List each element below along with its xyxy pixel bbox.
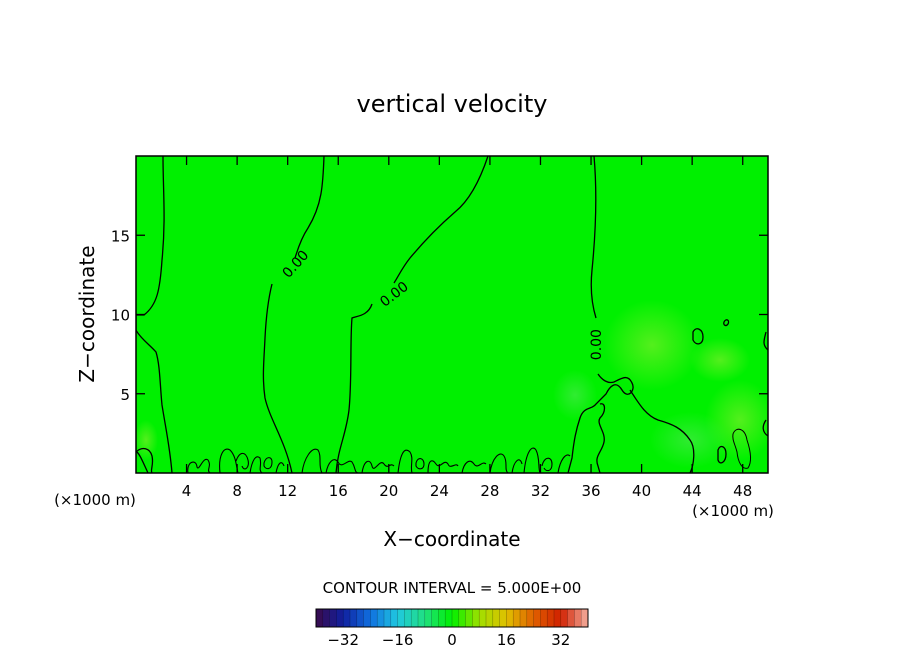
x-tick-label: 44 xyxy=(683,482,702,500)
x-tick-label: 40 xyxy=(632,482,651,500)
field-patch xyxy=(136,420,158,460)
colorbar-swatch xyxy=(356,609,364,627)
colorbar-swatch xyxy=(472,609,480,627)
colorbar-swatch xyxy=(418,609,426,627)
x-tick-label: 16 xyxy=(329,482,348,500)
colorbar-swatch xyxy=(499,609,507,627)
x-tick-label: 32 xyxy=(531,482,550,500)
colorbar-swatch xyxy=(336,609,344,627)
colorbar-swatch xyxy=(322,609,330,627)
field-patch xyxy=(690,338,750,382)
contour-line xyxy=(335,156,489,473)
x-tick-label: 20 xyxy=(379,482,398,500)
colorbar-swatch xyxy=(492,609,500,627)
x-tick-label: 24 xyxy=(430,482,449,500)
x-tick-label: 4 xyxy=(182,482,192,500)
colorbar xyxy=(315,608,589,628)
colorbar-swatch xyxy=(424,609,432,627)
contour-line xyxy=(629,389,695,473)
colorbar-swatch xyxy=(513,609,521,627)
contour-line xyxy=(717,445,727,464)
x-axis-label: X−coordinate xyxy=(383,527,520,551)
colorbar-ticks: −32 −16 0 16 32 xyxy=(327,631,570,649)
colorbar-tick-label: 16 xyxy=(497,631,516,649)
colorbar-swatch xyxy=(370,609,378,627)
colorbar-tick-label: 0 xyxy=(447,631,457,649)
contour-line xyxy=(763,331,768,351)
colorbar-swatch xyxy=(363,609,371,627)
colorbar-swatch xyxy=(377,609,385,627)
y-tick-label: 5 xyxy=(120,386,130,404)
colorbar-frame xyxy=(315,608,589,628)
colorbar-swatch xyxy=(506,609,514,627)
contour-line xyxy=(762,419,768,437)
colorbar-swatch xyxy=(581,609,589,627)
x-tick-label: 12 xyxy=(278,482,297,500)
contour-line xyxy=(567,156,634,473)
colorbar-swatch xyxy=(350,609,358,627)
chart-title: vertical velocity xyxy=(357,90,548,118)
colorbar-swatch xyxy=(343,609,351,627)
contour-line xyxy=(136,447,154,473)
colorbar-tick-label: −16 xyxy=(382,631,414,649)
colorbar-swatch xyxy=(316,609,324,627)
surface-contours xyxy=(187,447,571,473)
x-tick-label: 48 xyxy=(733,482,752,500)
y-tick-label: 10 xyxy=(111,307,130,325)
colorbar-swatch xyxy=(390,609,398,627)
contour-line xyxy=(596,403,606,473)
field-patch xyxy=(604,300,700,390)
colorbar-tick-label: −32 xyxy=(327,631,359,649)
colorbar-swatch xyxy=(526,609,534,627)
x-ticks: 4 8 12 16 20 24 28 32 36 40 44 48 xyxy=(182,156,752,500)
y-ticks: 5 10 15 xyxy=(111,227,768,404)
colorbar-tick-label: 32 xyxy=(551,631,570,649)
colorbar-swatch xyxy=(554,609,562,627)
contour-line xyxy=(136,156,173,473)
x-unit-right: (×1000 m) xyxy=(692,502,774,520)
colorbar-swatch xyxy=(520,609,528,627)
colorbar-swatch xyxy=(431,609,439,627)
x-unit-left: (×1000 m) xyxy=(54,491,136,509)
colorbar-swatch xyxy=(458,609,466,627)
colorbar-swatch xyxy=(438,609,446,627)
colorbar-swatch xyxy=(486,609,494,627)
contour-line xyxy=(723,319,730,327)
zero-contours xyxy=(136,156,768,473)
colorbar-swatch xyxy=(404,609,412,627)
colorbar-swatch xyxy=(411,609,419,627)
y-axis-label: Z−coordinate xyxy=(75,245,99,382)
colorbar-swatch xyxy=(560,609,568,627)
contour-line xyxy=(136,451,149,473)
contour-label: 0.00 xyxy=(589,329,605,360)
colorbar-swatch xyxy=(567,609,575,627)
contour-line xyxy=(262,156,325,473)
colorbar-swatch xyxy=(465,609,473,627)
contour-line xyxy=(732,428,751,469)
colorbar-swatch xyxy=(533,609,541,627)
x-tick-label: 36 xyxy=(581,482,600,500)
y-tick-label: 15 xyxy=(111,227,130,245)
colorbar-swatch xyxy=(445,609,453,627)
field-patch xyxy=(553,370,597,420)
colorbar-swatch xyxy=(574,609,582,627)
colorbar-swatch xyxy=(452,609,460,627)
x-tick-label: 8 xyxy=(232,482,242,500)
contour-interval-text: CONTOUR INTERVAL = 5.000E+00 xyxy=(323,579,582,597)
colorbar-swatch xyxy=(384,609,392,627)
colorbar-swatch xyxy=(547,609,555,627)
colorbar-swatch xyxy=(329,609,337,627)
field-shading xyxy=(136,300,768,468)
colorbar-swatch xyxy=(479,609,487,627)
colorbar-swatch xyxy=(397,609,405,627)
x-tick-label: 28 xyxy=(480,482,499,500)
contour-line xyxy=(692,328,704,345)
plot-area: 0.000.000.00 4 8 12 16 20 24 28 32 36 40 44 48 5101… xyxy=(111,155,769,500)
colorbar-swatch xyxy=(540,609,548,627)
